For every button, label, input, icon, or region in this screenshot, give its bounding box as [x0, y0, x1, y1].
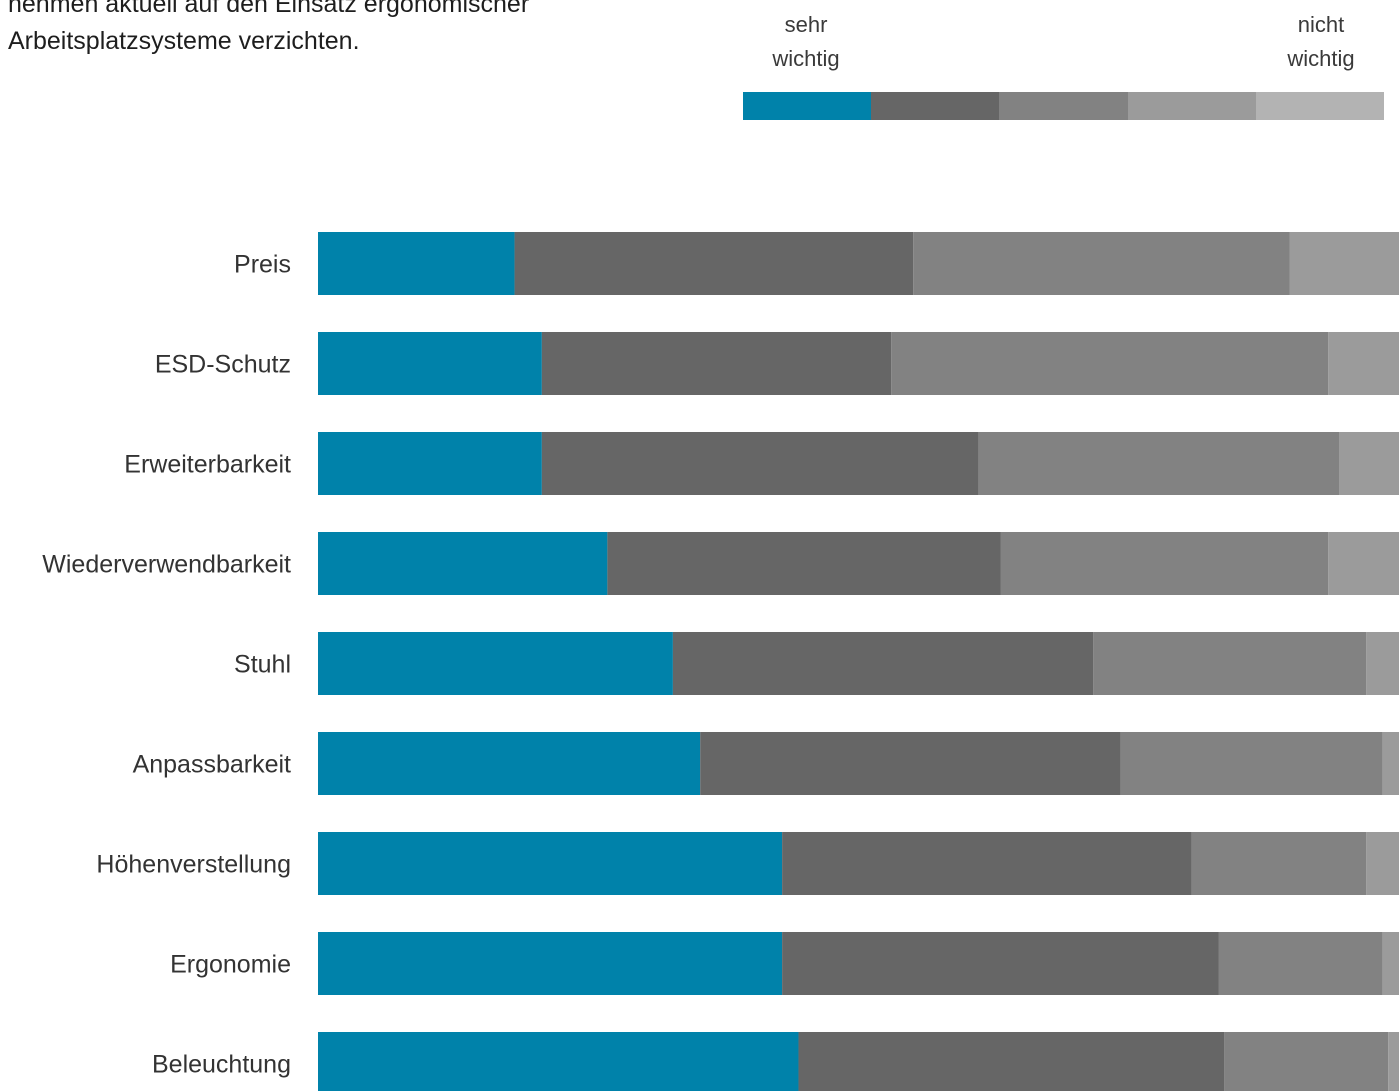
bar-segment-2 — [514, 232, 914, 295]
legend-label-not-important-line-2: wichtig — [1287, 46, 1355, 71]
legend-label-not-important: nicht wichtig — [1251, 8, 1391, 76]
bar-segment-3 — [978, 432, 1340, 495]
bar-segment-3 — [1093, 632, 1367, 695]
bar-segment-4 — [1382, 732, 1399, 795]
bar-segment-4 — [1388, 1032, 1399, 1091]
bar-segment-1 — [318, 232, 515, 295]
bar-segment-3 — [891, 332, 1329, 395]
category-label: Stuhl — [234, 651, 291, 679]
intro-line-1: nehmen aktuell auf den Einsatz ergonomis… — [8, 0, 530, 18]
legend-label-very-important-line-1: sehr — [784, 12, 828, 37]
legend-swatch-2 — [871, 92, 1000, 120]
category-label: Anpassbarkeit — [133, 751, 291, 779]
intro-text: nehmen aktuell auf den Einsatz ergonomis… — [8, 0, 708, 60]
legend-label-not-important-line-1: nicht — [1297, 12, 1345, 37]
bar-segment-2 — [798, 1032, 1225, 1091]
legend-swatch-5 — [1255, 92, 1385, 120]
bar-segment-1 — [318, 732, 701, 795]
bar-segment-4 — [1382, 932, 1399, 995]
bar-segment-1 — [318, 532, 608, 595]
category-label: Erweiterbarkeit — [124, 451, 291, 479]
bar-segment-1 — [318, 932, 783, 995]
bar-segment-4 — [1289, 232, 1399, 295]
category-label: Höhenverstellung — [96, 851, 291, 879]
bar-segment-4 — [1339, 432, 1399, 495]
category-label: Preis — [234, 251, 291, 279]
bar-segment-3 — [1000, 532, 1329, 595]
bar-segment-3 — [1224, 1032, 1389, 1091]
bar-segment-3 — [1191, 832, 1367, 895]
bar-segment-3 — [1120, 732, 1383, 795]
legend-swatch-4 — [1127, 92, 1256, 120]
category-label: Beleuchtung — [152, 1051, 291, 1079]
bar-segment-1 — [318, 332, 542, 395]
legend-swatch-3 — [999, 92, 1128, 120]
bar-segment-2 — [541, 432, 979, 495]
bar-segment-3 — [1218, 932, 1383, 995]
bar-segment-1 — [318, 1032, 799, 1091]
bar-segment-1 — [318, 632, 673, 695]
category-label: Ergonomie — [170, 951, 291, 979]
legend-label-very-important-line-2: wichtig — [772, 46, 840, 71]
bar-segment-4 — [1366, 832, 1399, 895]
legend-label-very-important: sehr wichtig — [736, 8, 876, 76]
bar-segment-2 — [672, 632, 1094, 695]
bar-segment-4 — [1328, 532, 1399, 595]
bar-segment-4 — [1366, 632, 1399, 695]
legend-scale-bar — [743, 92, 1385, 120]
intro-line-2: Arbeitsplatzsysteme verzichten. — [8, 27, 360, 55]
category-label: ESD-Schutz — [155, 351, 291, 379]
bar-segment-3 — [913, 232, 1290, 295]
bar-segment-1 — [318, 832, 783, 895]
bar-segment-1 — [318, 432, 542, 495]
bar-segment-2 — [541, 332, 892, 395]
bar-segment-2 — [782, 832, 1192, 895]
bar-segment-2 — [607, 532, 1001, 595]
bar-segment-2 — [782, 932, 1219, 995]
bar-segment-4 — [1328, 332, 1399, 395]
category-label: Wiederverwendbarkeit — [42, 551, 291, 579]
legend-swatch-1 — [743, 92, 872, 120]
bar-segment-2 — [700, 732, 1121, 795]
